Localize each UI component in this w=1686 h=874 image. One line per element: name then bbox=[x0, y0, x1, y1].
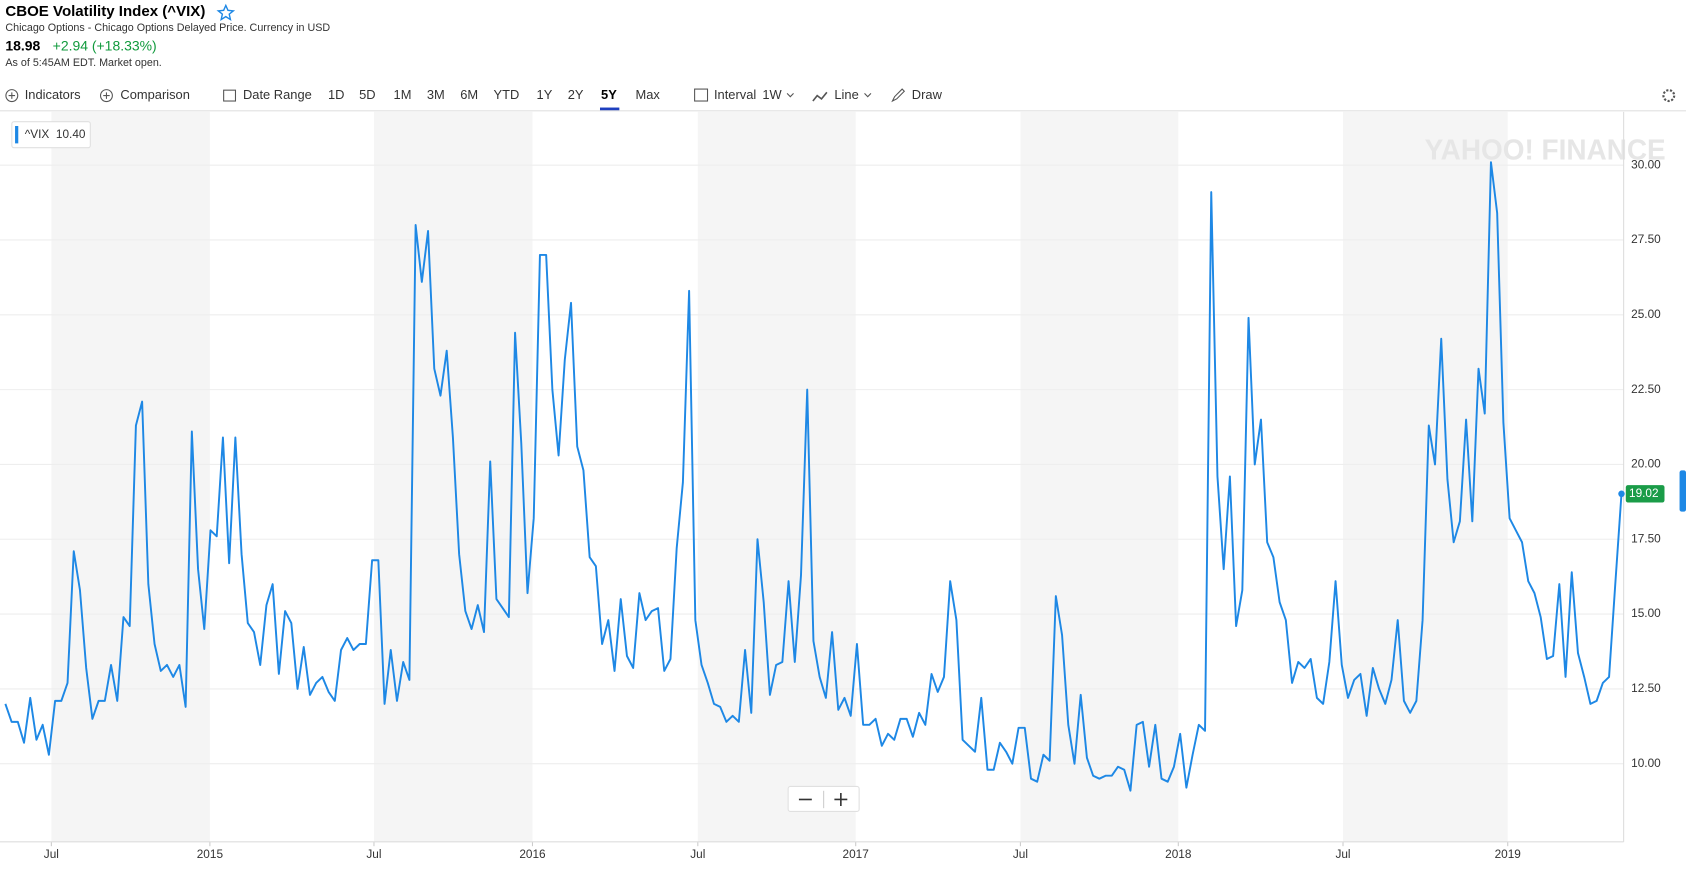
period-shade bbox=[373, 111, 533, 842]
watermark: YAHOO! FINANCE bbox=[1425, 134, 1666, 165]
toolbar-item[interactable]: 1D bbox=[328, 87, 344, 102]
toolbar: Indicators Comparison Date Range 1D 5D 1M 3M 6M… bbox=[5, 87, 1676, 111]
toolbar-item[interactable]: Interval bbox=[714, 87, 756, 102]
quote-subtitle: Chicago Options - Chicago Options Delaye… bbox=[5, 22, 330, 34]
toolbar-item[interactable]: Line bbox=[834, 87, 858, 102]
x-tick-label: 2016 bbox=[519, 847, 546, 861]
quote-price: 18.98 bbox=[5, 37, 40, 53]
toolbar-item[interactable]: 3M bbox=[427, 87, 445, 102]
x-tick-label: 2015 bbox=[197, 847, 224, 861]
interval-icon bbox=[694, 88, 709, 102]
x-tick-label: Jul bbox=[366, 847, 381, 861]
y-tick-label: 20.00 bbox=[1631, 457, 1661, 471]
toolbar-item[interactable]: 6M bbox=[460, 87, 478, 102]
x-tick-label: Jul bbox=[690, 847, 705, 861]
toolbar-item[interactable]: Max bbox=[635, 87, 660, 102]
plus-icon bbox=[8, 92, 16, 99]
toolbar-item[interactable]: YTD bbox=[494, 87, 520, 102]
chevron bbox=[786, 93, 872, 98]
plus-icon bbox=[5, 89, 19, 103]
x-tick-label: 2018 bbox=[1165, 847, 1192, 861]
settings-icon bbox=[1662, 89, 1676, 103]
legend-value: 10.40 bbox=[56, 127, 86, 141]
quote-change: +2.94 (+18.33%) bbox=[53, 37, 157, 53]
plot: YAHOO! FINANCE 10.00 12.50 15.00 17.50 20.00 2… bbox=[0, 111, 1686, 861]
x-tick-label: 2019 bbox=[1495, 847, 1522, 861]
toolbar-item[interactable]: 5Y bbox=[601, 87, 617, 102]
zoom-in[interactable] bbox=[834, 792, 848, 806]
x-tick-label: Jul bbox=[1013, 847, 1028, 861]
last-point bbox=[1618, 490, 1625, 498]
legend-name: ^VIX bbox=[25, 127, 50, 141]
toolbar-item[interactable]: Date Range bbox=[243, 87, 312, 102]
y-tick-label: 25.00 bbox=[1631, 307, 1661, 321]
legend-box bbox=[11, 121, 91, 149]
y-tick-label: 10.00 bbox=[1631, 756, 1661, 770]
period-shade bbox=[51, 111, 210, 842]
period-shade bbox=[1020, 111, 1179, 842]
last-value-label: 19.02 bbox=[1629, 486, 1659, 500]
toolbar-item[interactable]: 1W bbox=[762, 87, 782, 102]
watchlist-star[interactable] bbox=[216, 3, 236, 22]
x-tick-label: 2017 bbox=[843, 847, 869, 861]
period-shade bbox=[697, 111, 856, 842]
toolbar-item[interactable]: 5D bbox=[359, 87, 375, 102]
toolbar-item[interactable]: 1Y bbox=[537, 87, 553, 102]
plus-icon bbox=[103, 92, 110, 99]
scroll-handle[interactable] bbox=[1679, 470, 1686, 512]
y-tick-label: 27.50 bbox=[1631, 232, 1661, 246]
y-tick-label: 22.50 bbox=[1631, 382, 1661, 396]
x-tick-label: Jul bbox=[1335, 847, 1350, 861]
period-shade bbox=[1343, 111, 1508, 842]
price-line bbox=[4, 161, 1623, 792]
last-value-tag bbox=[1625, 485, 1665, 503]
y-tick-label: 15.00 bbox=[1631, 606, 1661, 620]
plus-icon bbox=[99, 89, 113, 103]
y-tick-label: 12.50 bbox=[1631, 681, 1661, 695]
x-tick-label: Jul bbox=[44, 847, 59, 861]
y-tick-label: 17.50 bbox=[1631, 531, 1661, 545]
quote-time: As of 5:45AM EDT. Market open. bbox=[5, 57, 161, 69]
line-icon bbox=[812, 91, 828, 102]
calendar-icon bbox=[223, 89, 237, 102]
toolbar-item[interactable]: Comparison bbox=[120, 87, 189, 102]
selected-underline bbox=[599, 107, 620, 111]
draw-icon bbox=[891, 88, 906, 103]
quote-title: CBOE Volatility Index (^VIX) bbox=[5, 3, 205, 20]
toolbar-item[interactable]: Draw bbox=[912, 87, 943, 102]
y-tick-label: 30.00 bbox=[1631, 157, 1661, 171]
toolbar-item[interactable]: Indicators bbox=[25, 87, 81, 102]
legend-swatch bbox=[15, 126, 19, 144]
toolbar-item[interactable]: 2Y bbox=[568, 87, 584, 102]
toolbar-item[interactable]: 1M bbox=[394, 87, 412, 102]
